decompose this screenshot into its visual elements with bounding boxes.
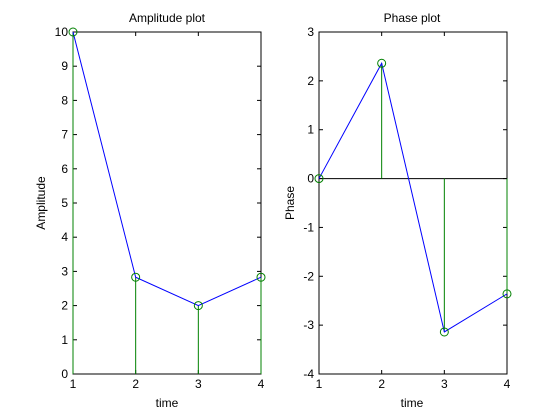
amplitude-ylabel: Amplitude <box>34 176 48 230</box>
phase-ytick-label: 1 <box>307 123 314 137</box>
amplitude-ytick-label: 8 <box>61 93 68 107</box>
phase-ytick-label: 3 <box>307 25 314 39</box>
amplitude-ytick-label: 3 <box>61 264 68 278</box>
amplitude-xlabel: time <box>156 396 179 410</box>
amplitude-plot-title: Amplitude plot <box>129 11 206 25</box>
phase-xtick-label: 3 <box>441 377 448 391</box>
phase-ytick-label: -2 <box>303 269 314 283</box>
amplitude-xtick-label: 4 <box>258 377 265 391</box>
phase-ytick-label: 0 <box>307 172 314 186</box>
phase-ytick-label: -1 <box>303 220 314 234</box>
phase-plot-panel: Phase plot time Phase 1 2 3 4 -4 -3 -2 -1 0 1 2 3 <box>283 11 512 410</box>
phase-data-point <box>314 174 324 184</box>
amplitude-data-point <box>256 272 266 282</box>
phase-ytick-label: -4 <box>303 367 314 381</box>
amplitude-xtick-label: 2 <box>132 377 139 391</box>
amplitude-ytick-label: 4 <box>61 230 68 244</box>
phase-xtick-label: 1 <box>316 377 323 391</box>
amplitude-ytick-label: 10 <box>55 25 69 39</box>
phase-plot-title: Phase plot <box>384 11 441 25</box>
amplitude-series-line <box>72 31 262 307</box>
amplitude-data-point <box>131 272 141 282</box>
phase-ytick-label: 2 <box>307 74 314 88</box>
phase-xtick-label: 2 <box>378 377 385 391</box>
phase-series-line <box>318 61 508 333</box>
amplitude-data-point <box>193 301 203 311</box>
amplitude-ytick-label: 1 <box>61 333 68 347</box>
amplitude-ytick-label: 7 <box>61 128 68 142</box>
amplitude-ytick-label: 2 <box>61 299 68 313</box>
amplitude-ytick-label: 9 <box>61 59 68 73</box>
amplitude-ytick-label: 0 <box>61 367 68 381</box>
phase-data-point <box>439 327 449 337</box>
amplitude-ytick-label: 5 <box>61 196 68 210</box>
amplitude-ytick-label: 6 <box>61 162 68 176</box>
amplitude-plot-panel: Amplitude plot time Amplitude 1 2 3 4012345… <box>34 11 266 410</box>
phase-ytick-label: -3 <box>303 318 314 332</box>
phase-data-point <box>377 58 387 68</box>
phase-xlabel: time <box>401 396 424 410</box>
amplitude-data-point <box>68 27 78 37</box>
amplitude-xtick-label: 3 <box>195 377 202 391</box>
phase-xtick-label: 4 <box>504 377 511 391</box>
phase-ylabel: Phase <box>283 186 297 220</box>
amplitude-xtick-label: 1 <box>70 377 77 391</box>
phase-data-point <box>502 289 512 299</box>
